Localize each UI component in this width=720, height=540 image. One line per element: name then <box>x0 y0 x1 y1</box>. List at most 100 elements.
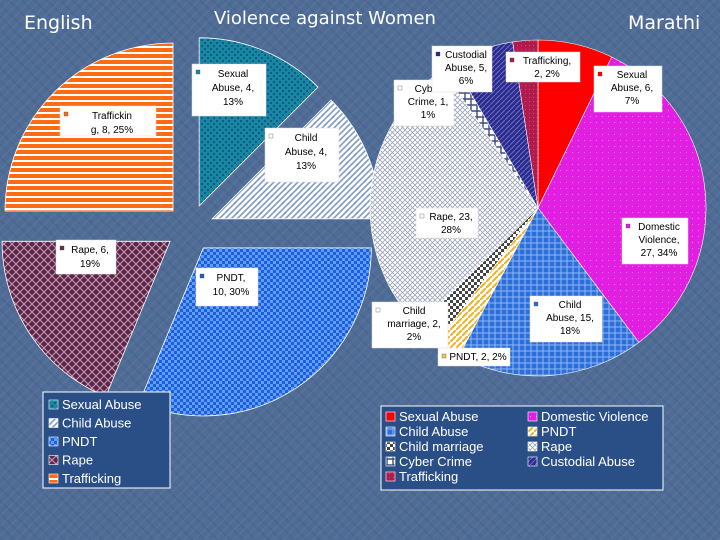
english-label-swatch-child-abuse <box>268 133 274 139</box>
marathi-legend-swatch-pndt <box>527 426 538 437</box>
english-data-label-rape: 19% <box>80 259 100 270</box>
marathi-labels: Sexual Abuse, 6, 7% Domestic Violence, 27, 34… <box>371 45 689 367</box>
english-legend-swatch-pndt <box>48 436 59 447</box>
english-data-label-sexual-abuse: Sexual <box>218 69 249 80</box>
english-legend-item-rape: Rape <box>62 453 93 468</box>
english-label-swatch-pndt <box>199 273 205 279</box>
marathi-legend-item-pndt: PNDT <box>541 424 576 439</box>
marathi-data-label-child-abuse: 18% <box>560 326 580 337</box>
marathi-label-swatch-sexual-abuse <box>597 71 603 77</box>
marathi-label-swatch-trafficking <box>509 57 515 63</box>
slide-title-center: Violence against Women <box>214 8 436 29</box>
marathi-data-label-domestic-violence: Domestic <box>638 222 680 233</box>
marathi-data-label-cyber-crime: Cyber <box>415 84 442 95</box>
marathi-data-label-domestic-violence: 27, 34% <box>641 248 678 259</box>
marathi-data-label-sexual-abuse: 7% <box>625 96 640 107</box>
english-data-label-child-abuse: Child <box>295 133 318 144</box>
marathi-label-swatch-child-marriage <box>375 307 381 313</box>
marathi-legend-swatch-sexual-abuse <box>385 411 396 422</box>
english-data-label-pndt: 10, 30% <box>213 287 250 298</box>
english-legend-item-sexual-abuse: Sexual Abuse <box>62 397 142 412</box>
marathi-legend-item-sexual-abuse: Sexual Abuse <box>399 409 479 424</box>
marathi-data-label-trafficking: 2, 2% <box>534 69 560 80</box>
marathi-label-box-rape <box>415 207 479 239</box>
marathi-data-label-child-abuse: Abuse, 15, <box>546 313 594 324</box>
english-pie <box>1 37 381 417</box>
marathi-legend-box <box>380 405 664 491</box>
marathi-data-label-rape: 28% <box>441 225 461 236</box>
marathi-legend-item-cyber-crime: Cyber Crime <box>399 454 472 469</box>
english-label-swatch-sexual-abuse <box>195 69 201 75</box>
marathi-label-box-child-marriage <box>371 301 449 349</box>
english-data-label-child-abuse: 13% <box>296 161 316 172</box>
marathi-data-label-child-marriage: marriage, 2, <box>387 319 440 330</box>
english-legend-item-trafficking: Trafficking <box>62 471 121 486</box>
marathi-legend-item-custodial-abuse: Custodial Abuse <box>541 454 635 469</box>
english-data-label-sexual-abuse: 13% <box>223 97 243 108</box>
marathi-data-label-domestic-violence: Violence, <box>639 235 680 246</box>
english-data-label-sexual-abuse: Abuse, 4, <box>212 83 254 94</box>
english-data-label-pndt: PNDT, <box>217 273 246 284</box>
marathi-legend-item-trafficking: Trafficking <box>399 469 458 484</box>
marathi-data-label-sexual-abuse: Sexual <box>617 70 648 81</box>
english-label-swatch-rape <box>59 245 65 251</box>
marathi-legend: Sexual Abuse Domestic Violence Child Abuse… <box>380 405 664 491</box>
marathi-data-label-trafficking: Trafficking, <box>523 56 571 67</box>
english-data-label-rape: Rape, 6, <box>71 245 109 256</box>
marathi-label-box-sexual-abuse <box>593 65 663 113</box>
marathi-legend-item-child-marriage: Child marriage <box>399 439 484 454</box>
english-legend-box <box>42 391 171 489</box>
english-labels: Sexual Abuse, 4, 13% Child Abuse, 4, 13% PNDT,… <box>55 63 340 307</box>
marathi-data-label-sexual-abuse: Abuse, 6, <box>611 83 653 94</box>
english-label-box-rape <box>55 239 117 275</box>
english-legend-swatch-child-abuse <box>48 418 59 428</box>
english-data-label-trafficking: Traffickin <box>92 111 132 122</box>
english-label-swatch-trafficking <box>63 111 69 117</box>
marathi-label-swatch-domestic-violence <box>625 223 631 229</box>
slide-title-marathi: Marathi <box>628 12 701 34</box>
english-data-label-trafficking: g, 8, 25% <box>91 125 133 136</box>
marathi-data-label-cyber-crime: Crime, 1, <box>408 97 449 108</box>
marathi-data-label-cyber-crime: 1% <box>421 110 436 121</box>
marathi-legend-swatch-domestic-violence <box>527 411 538 422</box>
marathi-legend-item-rape: Rape <box>541 439 572 454</box>
marathi-label-swatch-rape <box>419 213 425 219</box>
marathi-label-box-domestic-violence <box>621 217 689 265</box>
marathi-data-label-custodial-abuse: 6% <box>459 76 474 87</box>
english-label-box-pndt <box>195 267 259 307</box>
marathi-label-box-custodial-abuse <box>431 45 493 93</box>
marathi-label-box-trafficking <box>505 51 581 83</box>
marathi-legend-swatch-child-abuse <box>385 426 396 437</box>
slide-title-english: English <box>24 12 93 34</box>
marathi-legend-swatch-rape <box>527 441 538 452</box>
marathi-legend-swatch-custodial-abuse <box>527 456 538 467</box>
english-legend: Sexual Abuse Child Abuse PNDT Rape Trafficki… <box>42 391 171 489</box>
english-label-box-trafficking <box>59 105 157 137</box>
english-legend-swatch-sexual-abuse <box>48 399 59 410</box>
english-data-label-child-abuse: Abuse, 4, <box>285 147 327 158</box>
marathi-label-swatch-pndt <box>441 353 447 359</box>
marathi-label-swatch-cyber-crime <box>397 85 403 91</box>
marathi-data-label-rape: Rape, 23, <box>429 212 472 223</box>
marathi-data-label-child-abuse: Child <box>559 300 582 311</box>
english-label-box-child-abuse <box>264 127 340 183</box>
marathi-legend-item-domestic-violence: Domestic Violence <box>541 409 648 424</box>
marathi-label-box-child-abuse <box>529 295 603 343</box>
marathi-data-label-child-marriage: 2% <box>407 332 422 343</box>
english-legend-swatch-trafficking <box>48 473 59 484</box>
marathi-data-label-custodial-abuse: Custodial <box>445 50 487 61</box>
marathi-data-label-child-marriage: Child <box>403 306 426 317</box>
english-legend-item-pndt: PNDT <box>62 434 97 449</box>
marathi-legend-item-child-abuse: Child Abuse <box>399 424 468 439</box>
english-label-box-sexual-abuse <box>191 63 267 117</box>
marathi-data-label-pndt: PNDT, 2, 2% <box>449 352 506 363</box>
marathi-legend-swatch-child-marriage <box>385 441 396 452</box>
english-legend-item-child-abuse: Child Abuse <box>62 416 131 431</box>
english-slice-rape <box>1 240 171 398</box>
marathi-legend-swatch-trafficking <box>385 471 396 482</box>
english-legend-swatch-rape <box>48 455 59 465</box>
marathi-label-swatch-child-abuse <box>533 301 539 307</box>
marathi-label-box-pndt <box>437 347 511 367</box>
marathi-label-swatch-custodial-abuse <box>435 51 441 57</box>
